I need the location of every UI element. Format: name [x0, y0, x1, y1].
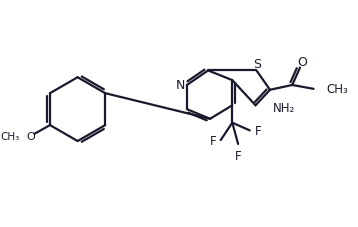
Text: O: O — [26, 131, 35, 141]
Text: CH₃: CH₃ — [326, 83, 348, 96]
Text: NH₂: NH₂ — [273, 101, 295, 114]
Text: F: F — [235, 149, 241, 162]
Text: F: F — [255, 124, 261, 137]
Text: N: N — [175, 79, 185, 92]
Text: CH₃: CH₃ — [1, 131, 20, 141]
Text: F: F — [210, 134, 217, 147]
Text: O: O — [297, 56, 307, 69]
Text: S: S — [253, 58, 261, 71]
